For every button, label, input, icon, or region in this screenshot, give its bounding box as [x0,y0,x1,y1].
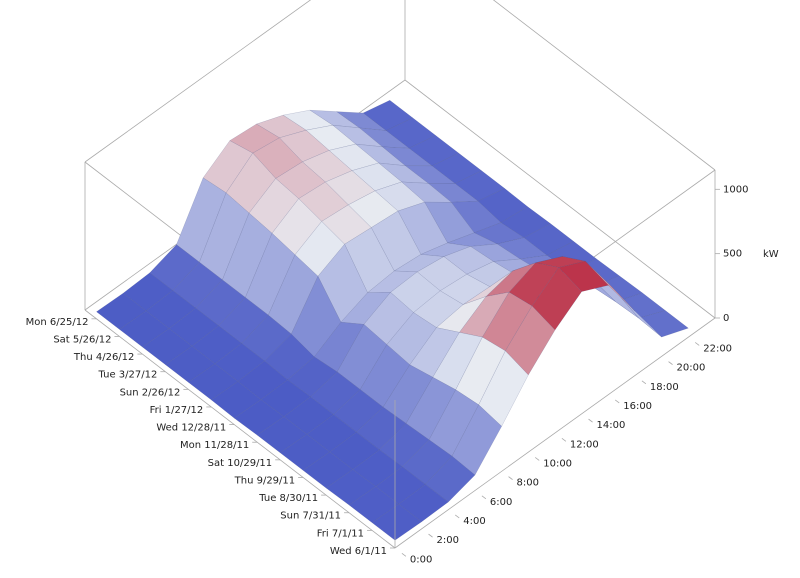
x-tick [641,380,647,385]
x-tick [508,476,513,480]
surface-cell [425,455,476,503]
surface-cell [473,222,525,245]
surface-cell [351,162,403,192]
y-tick-label: Sat 10/29/11 [208,458,273,469]
surface-cell [381,146,433,167]
y-tick-label: Mon 6/25/12 [26,317,89,328]
y-tick-label: Wed 12/28/11 [156,423,226,434]
y-tick-label: Wed 6/1/11 [330,546,387,557]
surface-cell [615,292,666,319]
y-tick-label: Sat 5/26/12 [53,334,111,345]
z-tick-label: 500 [723,249,742,260]
surface-cell [335,111,387,131]
x-tick [401,552,407,557]
surface-cell [279,129,330,163]
surface-cell [496,237,548,260]
box-edge [404,79,716,319]
x-tick-label: 20:00 [677,363,706,374]
surface-cell [347,190,399,228]
y-tick-label: Mon 11/28/11 [180,440,249,451]
surface-cell [446,232,498,247]
box-edge [84,309,396,549]
y-tick-label: Tue 3/27/12 [98,370,158,381]
surface-cell [374,181,426,212]
x-tick [534,457,540,461]
x-tick-label: 12:00 [570,439,599,450]
x-tick-label: 4:00 [463,516,485,527]
surface-cell [427,183,479,203]
surface-cell [348,486,400,523]
x-tick-label: 6:00 [490,497,512,508]
x-tick-label: 0:00 [410,554,432,565]
surface-cell [310,371,361,415]
x-tick [454,514,460,519]
surface-cell [378,162,429,184]
x-tick [614,399,620,404]
y-tick-label: Fri 1/27/12 [150,405,204,416]
x-tick-label: 14:00 [597,420,626,431]
surface-cell [420,242,472,257]
surface-cell [275,161,326,199]
x-tick-label: 10:00 [543,458,572,469]
x-tick [668,361,673,365]
surface-cell [404,165,456,184]
surface-cell [558,260,609,292]
y-tick-label: Thu 4/26/12 [73,352,135,363]
surface-cell [302,451,354,489]
y-tick-label: Thu 9/29/11 [234,475,296,486]
x-tick-label: 22:00 [703,343,732,354]
surface-cell [305,124,357,151]
y-tick-label: Sun 7/31/11 [280,511,341,522]
z-axis-label: kW [763,249,779,260]
y-tick-label: Tue 8/30/11 [258,493,318,504]
surface-cell [344,227,395,294]
surface-cell [424,201,475,244]
x-tick [561,437,567,442]
surface-cell [260,379,311,417]
x-tick [588,418,593,423]
y-tick-label: Sun 2/26/12 [120,387,181,398]
z-tick-label: 0 [723,313,729,324]
surface-cell [358,127,410,149]
box-edge [84,0,312,163]
x-tick-label: 16:00 [623,401,652,412]
x-tick [481,495,487,500]
z-tick-label: 1000 [723,184,748,195]
x-tick-label: 2:00 [437,535,459,546]
surface-cell [302,150,353,183]
surface-cell [431,152,483,184]
surface-cell [355,143,407,167]
x-tick-label: 8:00 [517,478,539,489]
surface-cell [371,503,423,541]
x-tick-label: 18:00 [650,382,679,393]
surface-cell [385,117,437,149]
surface-cell [398,484,449,523]
x-tick [694,342,700,346]
box-edge [394,317,716,549]
box-edge [492,0,716,171]
surface-cell [282,109,334,131]
y-tick-label: Fri 7/1/11 [317,528,364,539]
x-tick [428,533,433,538]
